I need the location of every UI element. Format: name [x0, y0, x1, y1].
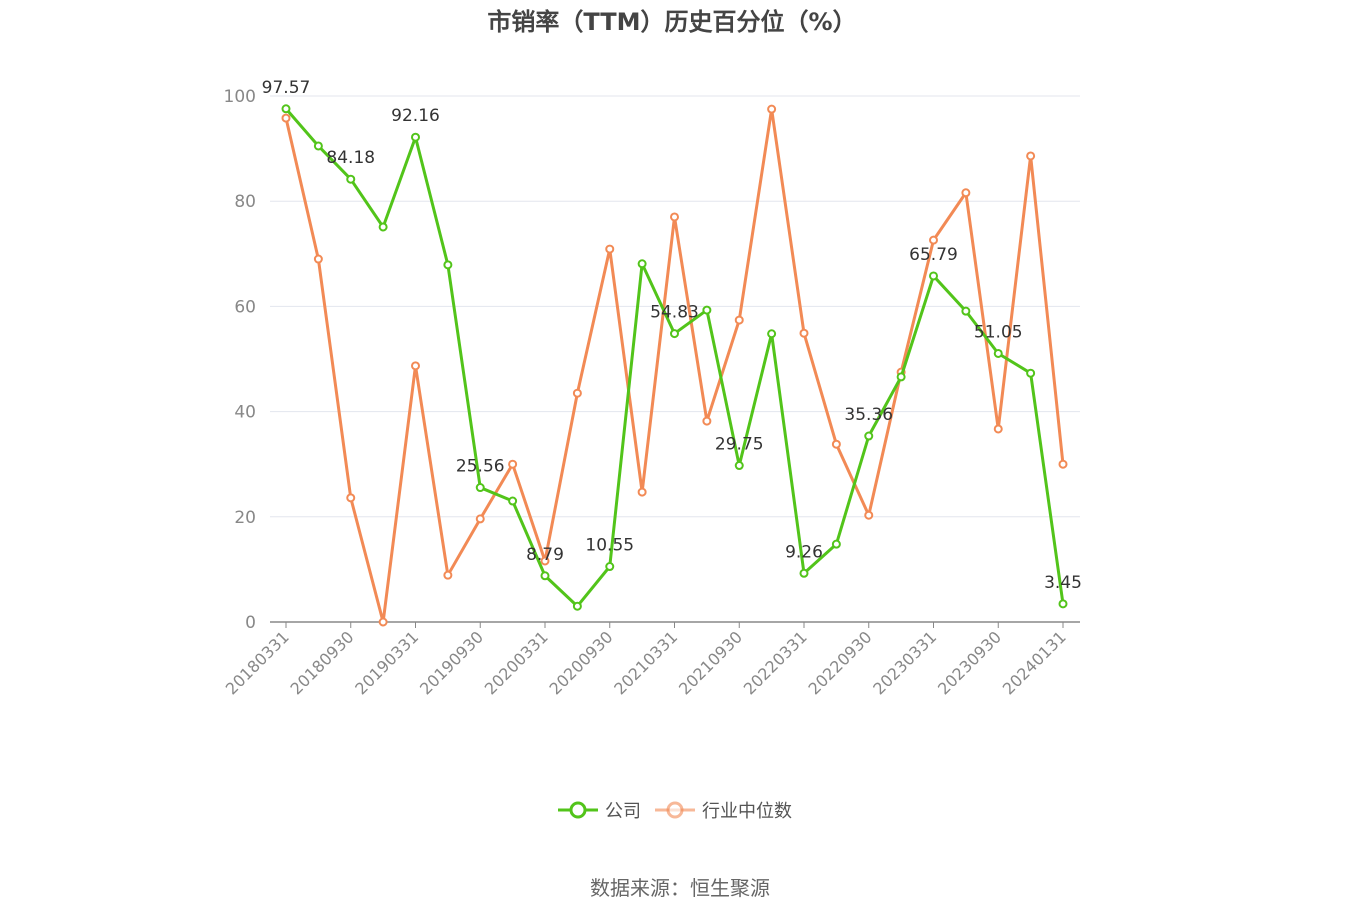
x-tick-label: 20230930 [934, 627, 1005, 698]
data-label: 54.83 [650, 303, 699, 323]
series-line [284, 107, 1065, 624]
data-label: 51.05 [974, 322, 1023, 342]
x-tick-label: 20200930 [546, 627, 617, 698]
data-point [378, 222, 388, 232]
data-point [475, 514, 485, 524]
data-point [734, 461, 744, 471]
data-label: 25.56 [456, 457, 505, 477]
data-point [961, 188, 971, 198]
data-point [475, 483, 485, 493]
data-point [281, 104, 291, 114]
series-line [284, 107, 1065, 608]
data-point [313, 254, 323, 264]
x-tick-label: 20190930 [416, 627, 487, 698]
data-label: 65.79 [909, 245, 958, 265]
data-point [670, 329, 679, 339]
legend-marker [666, 801, 684, 819]
data-label: 10.55 [585, 536, 634, 556]
data-point [702, 416, 712, 426]
chart-title: 市销率（TTM）历史百分位（%） [487, 8, 856, 36]
data-point [993, 348, 1003, 358]
data-point [637, 487, 647, 497]
x-tick-label: 20180331 [222, 627, 293, 698]
data-point [378, 617, 388, 627]
data-point [864, 431, 874, 441]
data-point [637, 259, 647, 269]
legend-marker [569, 801, 587, 819]
data-point [767, 104, 777, 114]
data-point [1026, 368, 1036, 378]
data-point [572, 388, 582, 398]
y-tick-label: 40 [234, 403, 256, 423]
legend-label: 行业中位数 [702, 801, 792, 822]
data-point [443, 570, 453, 580]
y-tick-label: 20 [234, 508, 256, 528]
data-point [670, 212, 679, 222]
x-tick-label: 20200331 [481, 627, 552, 698]
data-point [734, 315, 744, 325]
data-point [411, 361, 420, 371]
y-tick-label: 80 [234, 192, 256, 212]
data-point [1058, 459, 1068, 469]
data-point [864, 510, 874, 520]
x-tick-label: 20230331 [869, 627, 940, 698]
data-label: 9.26 [785, 542, 823, 562]
y-tick-label: 0 [245, 613, 256, 633]
data-point [313, 141, 323, 151]
y-tick-label: 60 [234, 297, 256, 317]
x-tick-label: 20240131 [999, 627, 1070, 698]
data-point [929, 271, 938, 281]
data-point [605, 562, 615, 572]
y-tick-label: 100 [224, 87, 256, 107]
data-point [831, 439, 841, 449]
data-point [702, 305, 712, 315]
legend: 公司 行业中位数 [558, 801, 792, 822]
data-point [540, 571, 550, 581]
data-point [540, 556, 550, 566]
data-point [1058, 599, 1068, 609]
data-point [346, 174, 356, 184]
x-tick-label: 20190331 [351, 627, 422, 698]
legend-label: 公司 [605, 801, 641, 822]
x-tick-label: 20210930 [675, 627, 746, 698]
data-point [572, 601, 582, 611]
data-point [961, 306, 971, 316]
data-point [896, 372, 906, 382]
data-label: 3.45 [1044, 573, 1082, 593]
data-point [508, 496, 518, 506]
data-point [993, 424, 1003, 434]
data-point [605, 244, 615, 254]
data-point [929, 235, 938, 245]
data-point [1026, 151, 1036, 161]
data-point [799, 328, 809, 338]
data-point [831, 539, 841, 549]
data-point [508, 459, 518, 469]
data-point [767, 329, 777, 339]
x-tick-label: 20220331 [740, 627, 811, 698]
data-point [346, 493, 356, 503]
source: 数据来源：恒生聚源 [590, 876, 770, 900]
data-point [799, 568, 809, 578]
x-tick-label: 20180930 [287, 627, 358, 698]
data-label: 29.75 [715, 435, 764, 455]
data-label: 84.18 [326, 148, 375, 168]
data-point [411, 132, 420, 142]
data-point [281, 113, 291, 123]
x-tick-label: 20210331 [610, 627, 681, 698]
data-label: 97.57 [262, 78, 311, 98]
x-tick-label: 20220930 [805, 627, 876, 698]
data-label: 35.36 [844, 405, 893, 425]
data-label: 92.16 [391, 106, 440, 126]
data-label: 8.79 [526, 545, 564, 565]
data-point [443, 260, 453, 270]
